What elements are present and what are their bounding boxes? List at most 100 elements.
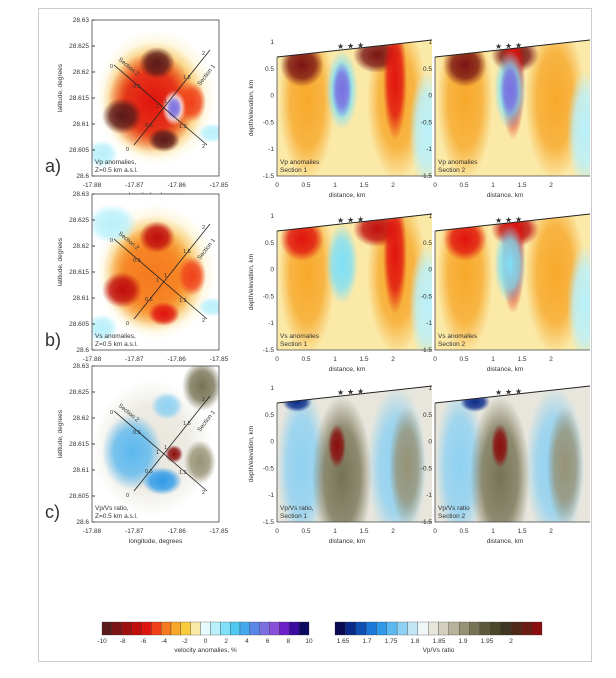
anomaly-blob [182, 366, 219, 411]
section-2-line [113, 238, 208, 320]
section-ytick: 1 [428, 39, 432, 46]
station-star-icon: ★ [357, 215, 364, 224]
colorbar-tick: 4 [245, 638, 249, 645]
colorbar-swatch [345, 621, 356, 636]
topography-line [434, 39, 591, 58]
section-1-mark: 0.5 [145, 469, 153, 475]
anomaly-blob [312, 396, 372, 522]
section-label: Section 2 [438, 513, 465, 520]
section-xlabel: distance, km [487, 366, 524, 373]
map-label: Vp anomalies, [95, 159, 136, 166]
anomaly-blob [409, 244, 432, 350]
section-ytick: 0.5 [265, 66, 274, 73]
colorbar-swatch [531, 621, 543, 636]
colorbar-swatch [239, 621, 251, 636]
anomaly-blob [280, 217, 324, 261]
colorbar-swatch [180, 621, 191, 636]
map-xtick: -17.88 [83, 356, 102, 363]
section-xtick: 2 [549, 182, 553, 189]
section-xtick: 1 [333, 182, 337, 189]
colorbar-tick: 0 [204, 638, 208, 645]
anomaly-blob [500, 62, 520, 118]
anomaly-blob [148, 302, 180, 326]
colorbar-swatch [160, 621, 172, 636]
station-star-icon: ★ [515, 387, 522, 396]
section-label: Section 1 [280, 341, 307, 348]
colorbar-swatch [229, 621, 241, 636]
colorbar-tick: -6 [141, 638, 147, 645]
colorbar-swatch [386, 621, 398, 636]
map-ylabel: latitude, degrees [57, 237, 64, 286]
section-ytick: 0 [270, 93, 274, 100]
colorbar-swatch [510, 621, 522, 636]
section-ytick: -0.5 [263, 465, 275, 472]
colorbar-tick: -10 [97, 638, 107, 645]
station-star-icon: ★ [515, 215, 522, 224]
colorbar-swatch [365, 621, 377, 636]
section-1-mark: 0.5 [145, 297, 153, 303]
section-ytick: -1 [268, 492, 274, 499]
section-xtick: 2 [391, 356, 395, 363]
section-1-mark: 1 [164, 99, 167, 105]
station-star-icon: ★ [495, 216, 502, 225]
station-star-icon: ★ [337, 42, 344, 51]
section-xtick: 0 [275, 356, 279, 363]
section-2-mark: 2 [202, 490, 205, 496]
station-star-icon: ★ [515, 41, 522, 50]
section-1-mark: 0 [126, 321, 129, 327]
anomaly-blob [178, 256, 206, 296]
section-xtick: 1 [491, 528, 495, 535]
section-ytick: 0.5 [423, 412, 432, 419]
colorbar-tick: 1.8 [410, 638, 419, 645]
colorbar-swatch [407, 621, 418, 636]
section-ytick: 0.5 [265, 240, 274, 247]
section-1-mark: 2 [202, 225, 205, 231]
colorbar-swatch [479, 621, 491, 636]
section-xtick: 0.5 [459, 182, 468, 189]
anomaly-blob [166, 96, 182, 120]
section-2-mark: 2 [202, 144, 205, 150]
map-xtick: -17.86 [167, 528, 186, 535]
anomaly-blob [92, 204, 137, 244]
topography-line [434, 385, 591, 404]
section-ytick: -0.5 [421, 465, 433, 472]
anomaly-blob [409, 70, 432, 176]
section-label: Vs anomalies [280, 333, 320, 340]
section-ytick: -1 [426, 320, 432, 327]
colorbar-swatch [334, 621, 346, 636]
map-ytick: 28.625 [69, 389, 89, 396]
colorbar-swatch [170, 621, 182, 636]
colorbar-tick: -4 [161, 638, 167, 645]
map-xtick: -17.86 [167, 356, 186, 363]
map-ytick: 28.62 [73, 415, 90, 422]
colorbar-swatch [200, 621, 211, 636]
anomaly-blob [102, 98, 142, 134]
colorbar-vpvs: 1.65 1.7 1.75 1.8 1.85 1.9 1.95 2 Vp/Vs ratio [334, 621, 543, 654]
colorbar-tick: 2 [509, 638, 513, 645]
section-axes [434, 57, 590, 177]
section-field [435, 40, 590, 176]
station-star-icon: ★ [347, 216, 354, 225]
station-star-icon: ★ [357, 387, 364, 396]
station-star-icon: ★ [495, 42, 502, 51]
colorbar-swatch [427, 621, 439, 636]
section-xtick: 0.5 [301, 528, 310, 535]
section-ytick: -1.5 [263, 347, 275, 354]
section-xtick: 1 [333, 356, 337, 363]
section-ytick: 1 [270, 213, 274, 220]
map-ytick: 28.615 [69, 441, 89, 448]
section-ytick: 0.5 [423, 66, 432, 73]
anomaly-blob [328, 424, 346, 468]
anomaly-blob [470, 396, 530, 522]
section-2-mark: 0 [110, 238, 113, 244]
section-2-line [113, 410, 208, 492]
map-xtick: -17.88 [83, 528, 102, 535]
section-label: Vp anomalies [438, 159, 478, 166]
section-1-mark: 1 [164, 445, 167, 451]
colorbar-swatch [438, 621, 450, 636]
section-xtick: 0.5 [301, 356, 310, 363]
section-ytick: 0 [428, 93, 432, 100]
section-xlabel: distance, km [329, 538, 366, 545]
